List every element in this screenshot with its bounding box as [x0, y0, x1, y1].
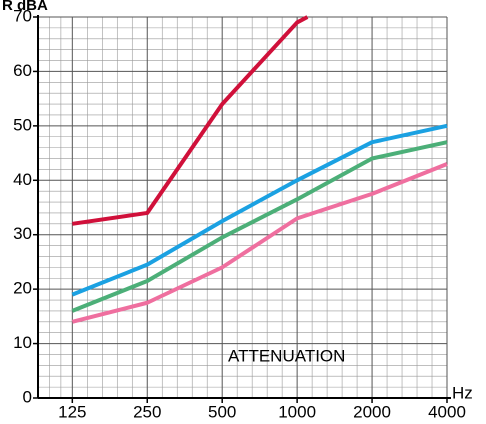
x-tick-label: 4000 — [428, 402, 466, 421]
series-line — [71, 123, 448, 297]
x-tick-label: 250 — [133, 402, 161, 421]
x-axis-label: Hz — [452, 383, 473, 402]
y-tick-label: 30 — [13, 224, 32, 243]
annotation: ATTENUATION — [228, 346, 345, 365]
y-tick-label: 20 — [13, 279, 32, 298]
x-tick-label: 500 — [208, 402, 236, 421]
y-tick-label: 70 — [13, 6, 32, 25]
x-tick-label: 2000 — [353, 402, 391, 421]
x-tick-label: 1000 — [278, 402, 316, 421]
y-tick-label: 60 — [13, 61, 32, 80]
y-tick-label: 10 — [13, 333, 32, 352]
x-tick-label: 125 — [58, 402, 86, 421]
y-tick-label: 50 — [13, 115, 32, 134]
series-line — [71, 140, 448, 313]
y-tick-label: 0 — [23, 387, 32, 406]
y-axis-label: R dBA — [2, 0, 48, 14]
y-tick-label: 40 — [13, 170, 32, 189]
series-line — [71, 162, 448, 324]
series-line — [72, 15, 309, 226]
